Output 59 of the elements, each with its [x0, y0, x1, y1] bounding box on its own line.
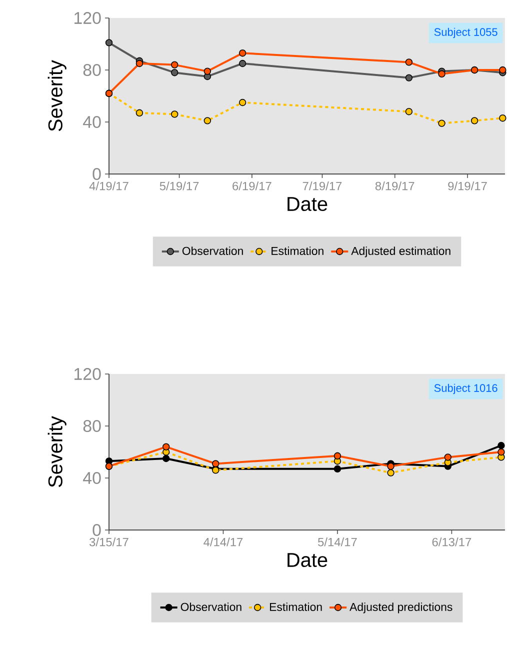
- legend-label: Adjusted predictions: [350, 602, 452, 614]
- y-axis-title: Severity: [48, 416, 66, 488]
- x-axis-title: Date: [288, 553, 328, 568]
- annotation: Subject 1055: [434, 28, 498, 38]
- point: [405, 108, 413, 116]
- x-tick-label: 4/14/17: [204, 538, 243, 546]
- y-tick-label: 0: [92, 168, 101, 180]
- point: [387, 462, 394, 470]
- point: [387, 469, 394, 476]
- point: [238, 98, 246, 106]
- x-tick-label: 5/14/17: [318, 538, 357, 546]
- point: [334, 465, 342, 472]
- point: [171, 68, 178, 76]
- legend-label: Estimation: [272, 246, 324, 255]
- point: [334, 452, 342, 460]
- legend-label: Adjusted estimation: [351, 246, 450, 258]
- point: [498, 442, 505, 450]
- point: [171, 110, 178, 118]
- y-tick-label: 120: [74, 12, 101, 24]
- y-tick-label: 80: [83, 420, 101, 432]
- point: [405, 58, 413, 66]
- legend-label: Estimation: [270, 602, 322, 611]
- x-tick-label: 3/15/17: [90, 538, 128, 546]
- x-tick-label: 7/19/17: [302, 182, 342, 190]
- point: [499, 66, 506, 74]
- point: [162, 443, 170, 450]
- x-tick-label: 6/19/17: [232, 182, 272, 190]
- point: [171, 61, 178, 68]
- point: [470, 117, 478, 124]
- annotation: Subject 1016: [434, 384, 498, 394]
- x-tick-label: 8/19/17: [375, 182, 414, 190]
- x-tick-label: 4/19/17: [89, 182, 128, 190]
- point: [162, 454, 170, 462]
- point: [136, 60, 144, 68]
- y-tick-label: 0: [92, 524, 101, 536]
- point: [444, 454, 452, 461]
- legend-label: Observation: [182, 246, 243, 255]
- point: [204, 117, 212, 124]
- point: [105, 39, 113, 46]
- legend-label: Observation: [180, 602, 242, 611]
- point: [238, 60, 246, 68]
- point: [204, 68, 212, 75]
- y-tick-label: 80: [83, 64, 101, 76]
- point: [405, 74, 413, 82]
- y-tick-label: 40: [83, 472, 101, 484]
- point: [498, 448, 505, 456]
- y-tick-label: 40: [83, 116, 101, 128]
- x-tick-label: 9/19/17: [448, 182, 487, 190]
- point: [499, 114, 506, 122]
- point: [438, 70, 446, 78]
- x-tick-label: 5/19/17: [160, 182, 199, 190]
- point: [136, 109, 144, 116]
- point: [238, 49, 246, 57]
- point: [212, 460, 220, 468]
- point: [438, 120, 446, 127]
- y-tick-label: 120: [74, 368, 101, 380]
- x-tick-label: 6/13/17: [432, 538, 472, 546]
- y-axis-title: Severity: [48, 60, 66, 132]
- x-axis-title: Date: [288, 197, 328, 212]
